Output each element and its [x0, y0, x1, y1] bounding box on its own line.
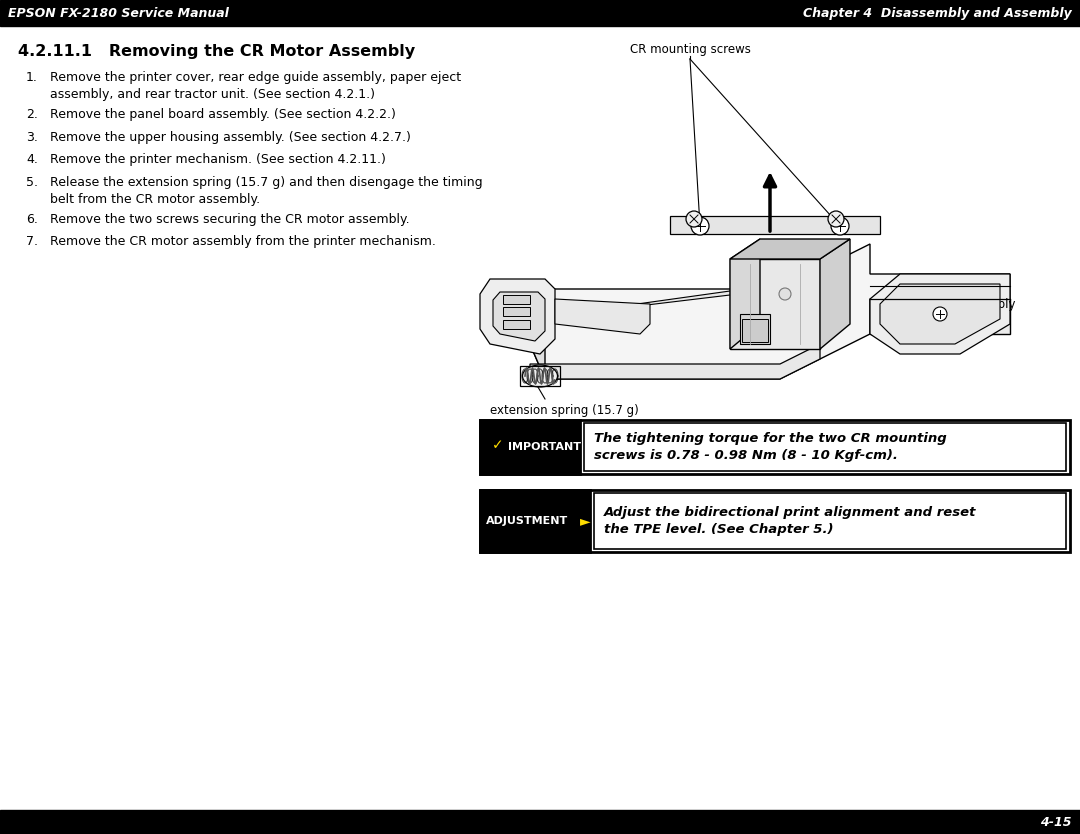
Text: 6.: 6.: [26, 213, 38, 225]
Polygon shape: [870, 274, 1010, 354]
Polygon shape: [492, 292, 545, 341]
Circle shape: [686, 211, 702, 227]
Text: Remove the panel board assembly. (See section 4.2.2.): Remove the panel board assembly. (See se…: [50, 108, 396, 121]
Circle shape: [831, 217, 849, 235]
Text: Remove the upper housing assembly. (See section 4.2.7.): Remove the upper housing assembly. (See …: [50, 130, 410, 143]
Text: Remove the two screws securing the CR motor assembly.: Remove the two screws securing the CR mo…: [50, 213, 409, 225]
Polygon shape: [740, 314, 770, 344]
Text: 3.: 3.: [26, 130, 38, 143]
Polygon shape: [503, 307, 530, 316]
Bar: [0, 810, 1080, 834]
Polygon shape: [503, 320, 530, 329]
Text: CR mounting screws: CR mounting screws: [630, 43, 751, 56]
FancyBboxPatch shape: [480, 490, 1070, 552]
Bar: [519, 366, 561, 386]
Circle shape: [779, 288, 791, 300]
Polygon shape: [530, 284, 780, 319]
Text: 7.: 7.: [26, 235, 38, 248]
Circle shape: [691, 217, 708, 235]
Text: IMPORTANT: IMPORTANT: [508, 442, 581, 452]
Text: 4-15: 4-15: [1040, 816, 1072, 828]
Text: Release the extension spring (15.7 g) and then disengage the timing
belt from th: Release the extension spring (15.7 g) an…: [50, 175, 483, 205]
Text: 1.: 1.: [26, 71, 38, 84]
Polygon shape: [730, 239, 850, 259]
Polygon shape: [670, 216, 880, 234]
Text: ✓: ✓: [492, 438, 503, 452]
FancyBboxPatch shape: [480, 420, 580, 474]
FancyBboxPatch shape: [584, 423, 1066, 471]
Text: ►: ►: [580, 514, 591, 528]
Polygon shape: [530, 289, 545, 379]
Text: extension spring (15.7 g): extension spring (15.7 g): [490, 404, 638, 417]
Circle shape: [828, 211, 843, 227]
Text: Adjust the bidirectional print alignment and reset
the TPE level. (See Chapter 5: Adjust the bidirectional print alignment…: [604, 506, 976, 536]
FancyBboxPatch shape: [594, 493, 1066, 549]
Text: ADJUSTMENT: ADJUSTMENT: [486, 516, 568, 526]
FancyBboxPatch shape: [480, 420, 1070, 474]
Polygon shape: [555, 299, 650, 334]
Polygon shape: [820, 239, 850, 349]
Text: 5.: 5.: [26, 175, 38, 188]
Text: 2.: 2.: [26, 108, 38, 121]
Polygon shape: [530, 344, 820, 379]
Text: Chapter 4  Disassembly and Assembly: Chapter 4 Disassembly and Assembly: [804, 7, 1072, 19]
Polygon shape: [742, 319, 768, 342]
Text: 4.: 4.: [26, 153, 38, 166]
Polygon shape: [880, 284, 1000, 344]
Polygon shape: [730, 239, 760, 349]
Bar: [0, 0, 1080, 26]
Text: Remove the printer cover, rear edge guide assembly, paper eject
assembly, and re: Remove the printer cover, rear edge guid…: [50, 71, 461, 101]
Text: CR motor assembly: CR motor assembly: [900, 298, 1015, 310]
Polygon shape: [503, 295, 530, 304]
Text: EPSON FX-2180 Service Manual: EPSON FX-2180 Service Manual: [8, 7, 229, 19]
Ellipse shape: [523, 365, 557, 387]
Polygon shape: [480, 279, 555, 354]
Polygon shape: [530, 244, 1010, 379]
Polygon shape: [870, 299, 1010, 334]
FancyBboxPatch shape: [480, 490, 590, 552]
Circle shape: [933, 307, 947, 321]
Text: Remove the printer mechanism. (See section 4.2.11.): Remove the printer mechanism. (See secti…: [50, 153, 386, 166]
Polygon shape: [730, 259, 820, 349]
Text: The tightening torque for the two CR mounting
screws is 0.78 - 0.98 Nm (8 - 10 K: The tightening torque for the two CR mou…: [594, 432, 947, 462]
Text: 4.2.11.1   Removing the CR Motor Assembly: 4.2.11.1 Removing the CR Motor Assembly: [18, 44, 415, 59]
Text: Remove the CR motor assembly from the printer mechanism.: Remove the CR motor assembly from the pr…: [50, 235, 436, 248]
Text: Figure 4-21. Removing the CR Motor Assembly: Figure 4-21. Removing the CR Motor Assem…: [585, 422, 934, 435]
